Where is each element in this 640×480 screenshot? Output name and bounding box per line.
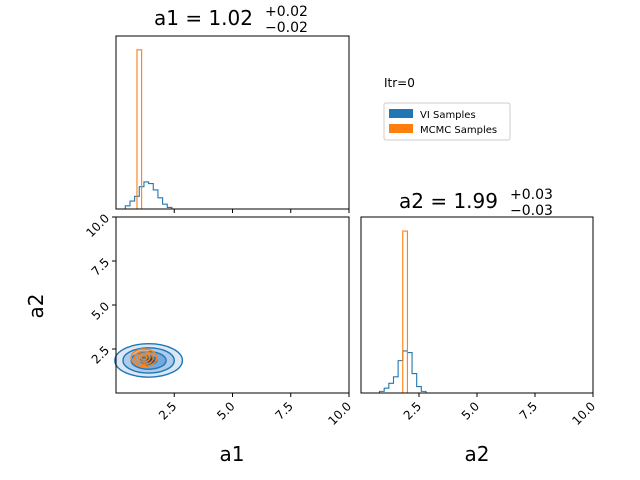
a2-hist-xtick-label-2: 7.5 bbox=[517, 399, 540, 422]
joint-ytick-label-0: 2.5 bbox=[89, 343, 112, 366]
a2-mcmc-histogram bbox=[402, 230, 413, 394]
joint-xtick-label-3: 10.0 bbox=[325, 399, 354, 428]
joint-ytick-label-1: 5.0 bbox=[89, 299, 112, 322]
a1-title-lower: −0.02 bbox=[265, 20, 308, 36]
joint-xtick-label-1: 5.0 bbox=[214, 399, 237, 422]
mcmc-contour-3 bbox=[137, 352, 151, 363]
y-axis-label-a2: a2 bbox=[24, 294, 48, 319]
a2-title-main: a2 = 1.99 bbox=[399, 189, 498, 213]
a1-title: a1 = 1.02 +0.02 −0.02 bbox=[154, 4, 308, 36]
a1-histogram-panel bbox=[115, 35, 350, 213]
a2-hist-xtick-label-3: 10.0 bbox=[569, 399, 598, 428]
mcmc-contour-2 bbox=[133, 350, 155, 366]
a2-histogram-frame bbox=[360, 216, 594, 394]
a2-hist-xtick-label-0: 2.5 bbox=[401, 399, 424, 422]
joint-xtick-label-2: 7.5 bbox=[272, 399, 295, 422]
joint-xtick-label-0: 2.5 bbox=[156, 399, 179, 422]
a2-title-lower: −0.03 bbox=[510, 203, 553, 219]
a1-title-upper: +0.02 bbox=[265, 4, 308, 20]
joint-density-panel: 2.5 5.0 7.5 10.0 2.5 5.0 7.5 10.0 bbox=[83, 211, 354, 428]
legend-swatch-vi bbox=[389, 109, 413, 118]
a2-hist-xtick-label-1: 5.0 bbox=[459, 399, 482, 422]
legend-label-vi: VI Samples bbox=[420, 110, 476, 121]
a1-mcmc-histogram bbox=[136, 49, 147, 210]
a1-vi-histogram bbox=[124, 181, 173, 209]
a1-title-main: a1 = 1.02 bbox=[154, 6, 253, 30]
legend: VI Samples MCMC Samples bbox=[383, 102, 511, 141]
x-axis-label-a2: a2 bbox=[465, 442, 490, 466]
mcmc-contour-1 bbox=[130, 348, 158, 368]
mcmc-contour-4 bbox=[140, 354, 148, 361]
a2-title-upper: +0.03 bbox=[510, 187, 553, 203]
x-axis-label-a1: a1 bbox=[220, 442, 245, 466]
iteration-label: Itr=0 bbox=[384, 76, 415, 90]
legend-label-mcmc: MCMC Samples bbox=[420, 125, 497, 136]
joint-ytick-label-3: 10.0 bbox=[83, 211, 112, 240]
legend-swatch-mcmc bbox=[389, 124, 413, 133]
a2-histogram-panel: 2.5 5.0 7.5 10.0 bbox=[360, 216, 598, 428]
legend-box bbox=[383, 102, 511, 141]
joint-ytick-label-2: 7.5 bbox=[89, 255, 112, 278]
a2-title: a2 = 1.99 +0.03 −0.03 bbox=[399, 187, 553, 219]
